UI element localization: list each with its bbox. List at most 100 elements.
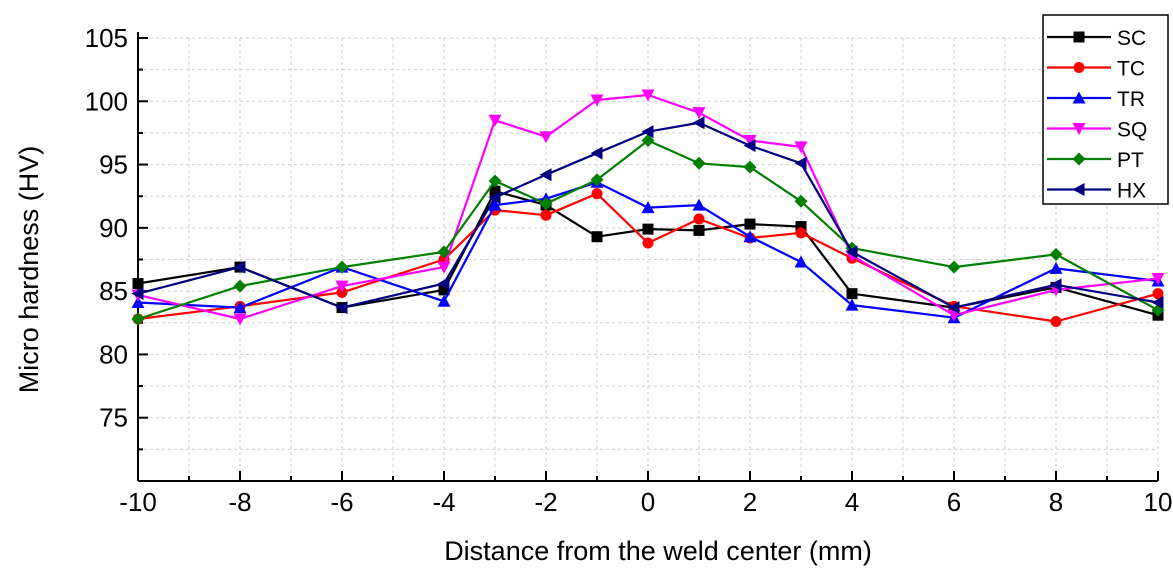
data-point-pt — [794, 194, 808, 208]
legend-swatch-marker — [1073, 62, 1085, 73]
legend-item-tc: TC — [1047, 58, 1145, 81]
data-point-pt — [692, 156, 706, 170]
legend-swatch-marker — [1072, 183, 1085, 196]
data-point-tc — [1050, 316, 1062, 328]
data-point-sc — [489, 185, 501, 197]
data-point-pt — [590, 173, 604, 187]
y-tick-label: 85 — [99, 276, 128, 306]
y-tick-label: 75 — [99, 403, 128, 433]
data-point-tc — [642, 237, 654, 249]
data-point-hx — [743, 139, 756, 153]
y-tick-label: 80 — [99, 339, 128, 369]
y-tick-label: 95 — [99, 150, 128, 180]
series-pt — [131, 134, 1165, 326]
legend-swatch-marker — [1072, 123, 1086, 135]
data-point-hx — [692, 116, 705, 130]
data-point-tr — [743, 230, 757, 243]
legend-label: TC — [1117, 58, 1145, 81]
data-point-sc — [642, 223, 654, 235]
data-point-tr — [131, 296, 145, 309]
x-tick-label: -2 — [534, 487, 557, 517]
data-point-tc — [591, 188, 603, 200]
data-point-pt — [947, 260, 961, 274]
x-tick-label: 8 — [1049, 487, 1063, 517]
data-point-tr — [794, 255, 808, 268]
data-point-hx — [947, 301, 960, 315]
data-point-pt — [488, 174, 502, 188]
x-tick-label: 6 — [947, 487, 961, 517]
data-point-hx — [845, 245, 858, 259]
data-point-sq — [488, 114, 502, 127]
data-point-tr — [488, 198, 502, 211]
data-point-pt — [743, 160, 757, 174]
y-tick-label: 100 — [85, 86, 128, 116]
y-tick-label: 105 — [85, 23, 128, 53]
data-point-pt — [335, 260, 349, 274]
x-tick-label: 0 — [641, 487, 655, 517]
legend-swatch-marker — [1072, 91, 1086, 104]
data-point-sc — [438, 284, 450, 296]
data-point-tr — [845, 298, 859, 311]
legend-box — [1042, 14, 1169, 205]
data-point-sc — [846, 288, 858, 300]
y-axis-title: Micro hardness (HV) — [14, 146, 44, 394]
data-point-pt — [131, 312, 145, 326]
legend-swatch-marker — [1072, 152, 1086, 166]
data-point-tc — [795, 227, 807, 239]
data-point-hx — [335, 301, 348, 315]
legend-label: SQ — [1117, 119, 1147, 142]
data-point-tr — [1049, 261, 1063, 274]
series-hx — [131, 116, 1164, 315]
data-point-tc — [540, 209, 552, 221]
x-tick-label: -6 — [330, 487, 353, 517]
data-point-pt — [641, 134, 655, 148]
x-tick-label: -8 — [228, 487, 251, 517]
data-point-tr — [437, 294, 451, 307]
data-point-sq — [335, 280, 349, 293]
x-tick-label: -10 — [119, 487, 157, 517]
data-point-pt — [1049, 247, 1063, 261]
x-tick-label: -4 — [432, 487, 455, 517]
data-point-sq — [692, 107, 706, 120]
data-point-pt — [437, 245, 451, 259]
legend-label: PT — [1117, 149, 1144, 172]
series-group — [131, 89, 1165, 328]
data-point-tc — [1152, 288, 1164, 300]
data-point-sc — [591, 231, 603, 243]
data-point-sq — [641, 89, 655, 102]
data-point-tr — [641, 201, 655, 214]
x-tick-label: 2 — [743, 487, 757, 517]
data-point-hx — [131, 287, 144, 301]
legend-label: TR — [1117, 88, 1145, 111]
data-point-hx — [488, 190, 501, 204]
data-point-sq — [794, 141, 808, 154]
grid — [137, 37, 1159, 482]
x-tick-label: 10 — [1144, 487, 1173, 517]
data-point-hx — [794, 156, 807, 170]
legend-item-pt: PT — [1047, 149, 1144, 172]
legend-item-hx: HX — [1047, 180, 1146, 203]
data-point-sc — [795, 221, 807, 233]
legend-swatch-marker — [1073, 31, 1085, 43]
data-point-tr — [692, 198, 706, 211]
data-point-sq — [539, 131, 553, 144]
legend-item-tr: TR — [1047, 88, 1145, 111]
y-tick-label: 90 — [99, 213, 128, 243]
legend: SC TC TR SQ PT HX — [1042, 14, 1169, 205]
data-point-sc — [132, 278, 144, 290]
data-point-hx — [1151, 296, 1164, 310]
data-point-hx — [641, 125, 654, 139]
data-point-sc — [744, 218, 756, 230]
data-point-pt — [539, 197, 553, 211]
data-point-tr — [233, 301, 247, 314]
data-point-pt — [233, 279, 247, 293]
data-point-sq — [233, 313, 247, 326]
legend-label: HX — [1117, 180, 1146, 203]
data-point-hx — [539, 168, 552, 182]
data-point-hx — [1049, 278, 1062, 292]
tick-labels: -10 -8 -6 -4 -2 0 2 4 6 8 10 75 80 85 90 95 100 105 — [85, 23, 1173, 517]
legend-item-sc: SC — [1047, 27, 1146, 50]
data-point-sq — [743, 135, 757, 148]
x-tick-label: 4 — [845, 487, 859, 517]
